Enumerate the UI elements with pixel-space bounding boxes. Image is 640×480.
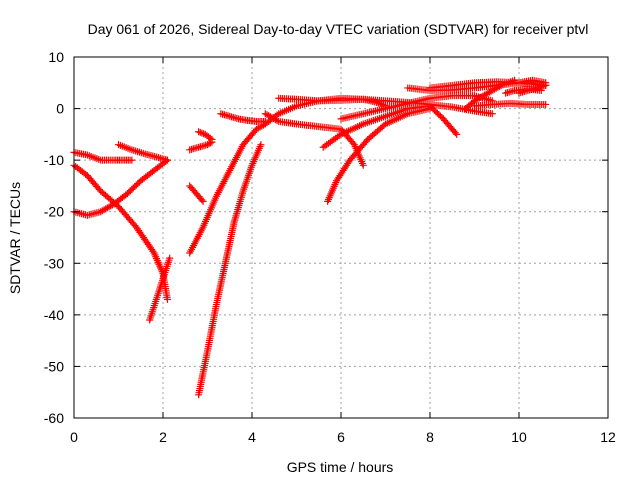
data-point-marker [198,196,206,204]
x-tick-label: 4 [248,429,256,445]
series-arc-17 [337,92,496,123]
series-arc-7 [186,138,216,154]
y-tick-label: -60 [44,410,64,426]
data-point-marker [199,197,207,205]
x-tick-label: 0 [70,429,78,445]
series-arc-2 [146,254,174,324]
x-tick-label: 2 [159,429,167,445]
series-arc-16 [324,105,434,205]
data-point-marker [453,130,461,138]
y-tick-label: 0 [56,101,64,117]
series-arc-21 [471,99,550,110]
data-point-marker [542,100,550,108]
series-arc-3 [70,156,171,219]
data-point-marker [257,141,265,149]
data-point-marker [208,136,216,144]
y-tick-label: -40 [44,307,64,323]
x-tick-label: 10 [511,429,527,445]
x-axis-title: GPS time / hours [287,459,394,475]
data-point-marker [95,186,103,194]
data-point-marker [166,254,174,262]
y-tick-label: -50 [44,358,64,374]
series-arc-6 [186,182,207,205]
x-tick-label: 8 [426,429,434,445]
series-arc-9 [186,120,269,257]
data-point-marker [195,128,203,136]
data-point-marker [496,82,504,90]
series-arc-8 [195,128,216,144]
series-arc-12 [261,110,367,169]
chart-title: Day 061 of 2026, Sidereal Day-to-day VTE… [88,21,589,37]
series-arc-20 [462,76,519,113]
data-point-marker [362,137,370,145]
data-point-marker [426,105,434,113]
y-tick-label: 10 [48,49,64,65]
series-arc-4 [70,148,136,164]
axis-ticks: 0 2 4 6 8 10 12 -60 -50 -40 -30 -20 -10 0 10 [44,49,616,445]
data-point-marker [163,295,171,303]
y-tick-label: -10 [44,152,64,168]
data-point-marker [206,134,214,142]
data-point-marker [196,128,204,136]
series-arc-23 [502,85,545,97]
data-point-marker [198,129,206,137]
data-point-marker [488,110,496,118]
y-tick-label: -20 [44,204,64,220]
data-point-marker [204,141,211,149]
y-tick-label: -30 [44,255,64,271]
data-point-marker [128,156,136,164]
series-arc-5 [115,141,171,164]
x-tick-label: 6 [337,429,345,445]
y-axis-title: SDTVAR / TECUs [7,182,23,294]
data-point-marker [511,76,519,84]
data-point-marker [273,111,281,119]
data-marks [70,76,550,399]
x-tick-label: 12 [600,429,616,445]
data-point-marker [359,161,367,169]
data-point-marker [205,140,213,148]
data-point-marker [451,129,459,137]
data-point-marker [149,247,157,255]
series-arc-11 [195,141,265,399]
data-point-marker [537,87,545,95]
data-point-marker [542,81,550,89]
data-point-marker [163,156,171,164]
